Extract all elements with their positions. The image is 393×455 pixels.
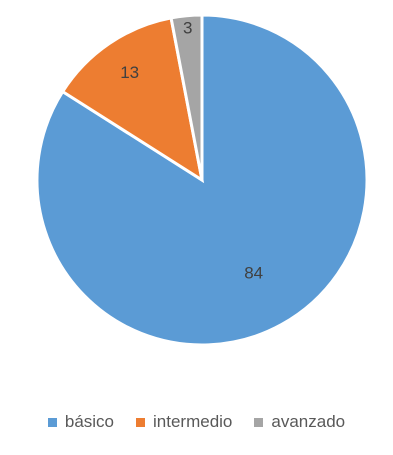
- data-label-intermedio: 13: [120, 63, 139, 82]
- legend-label-avanzado: avanzado: [271, 412, 346, 431]
- pie-slice-intermedio: [60, 16, 205, 184]
- legend-item-intermedio: intermedio: [136, 412, 232, 432]
- legend: básico intermedio avanzado: [0, 410, 393, 434]
- pie-chart: 84 13 3: [35, 13, 369, 347]
- data-label-basico: 84: [244, 263, 263, 282]
- pie-slices: [35, 13, 369, 347]
- pie-slice-avanzado: [169, 13, 204, 181]
- legend-swatch-intermedio: [136, 417, 146, 427]
- data-label-avanzado: 3: [183, 18, 192, 37]
- pie-data-labels: 84 13 3: [120, 18, 263, 282]
- legend-label-basico: básico: [64, 412, 115, 431]
- legend-item-avanzado: avanzado: [254, 412, 345, 432]
- legend-swatch-avanzado: [254, 417, 264, 427]
- legend-item-basico: básico: [47, 412, 115, 432]
- legend-swatch-basico: [47, 417, 57, 427]
- legend-label-intermedio: intermedio: [153, 412, 233, 431]
